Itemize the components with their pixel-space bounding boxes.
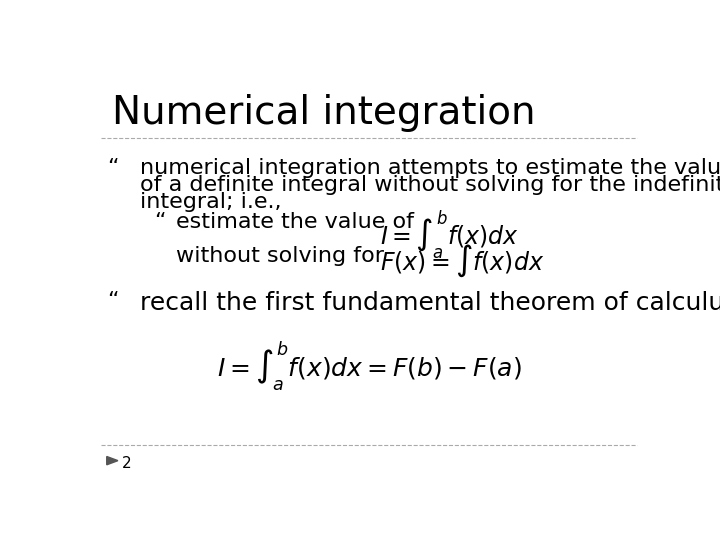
Text: integral; i.e.,: integral; i.e., xyxy=(140,192,282,212)
Text: Numerical integration: Numerical integration xyxy=(112,94,536,132)
Text: without solving for: without solving for xyxy=(176,246,384,266)
Text: $I = \int_a^b f(x)dx = F(b) - F(a)$: $I = \int_a^b f(x)dx = F(b) - F(a)$ xyxy=(217,339,521,393)
Text: 2: 2 xyxy=(122,456,132,471)
Text: “: “ xyxy=(154,212,166,232)
Text: of a definite integral without solving for the indefinite: of a definite integral without solving f… xyxy=(140,175,720,195)
Text: “: “ xyxy=(107,292,118,312)
Polygon shape xyxy=(107,456,118,465)
Text: numerical integration attempts to estimate the value: numerical integration attempts to estima… xyxy=(140,158,720,178)
Text: $F(x) = \int f(x)dx$: $F(x) = \int f(x)dx$ xyxy=(380,243,544,279)
Text: recall the first fundamental theorem of calculus: recall the first fundamental theorem of … xyxy=(140,292,720,315)
Text: estimate the value of: estimate the value of xyxy=(176,212,415,232)
Text: $I = \int_a^b f(x)dx$: $I = \int_a^b f(x)dx$ xyxy=(380,208,519,261)
Text: “: “ xyxy=(107,158,118,178)
